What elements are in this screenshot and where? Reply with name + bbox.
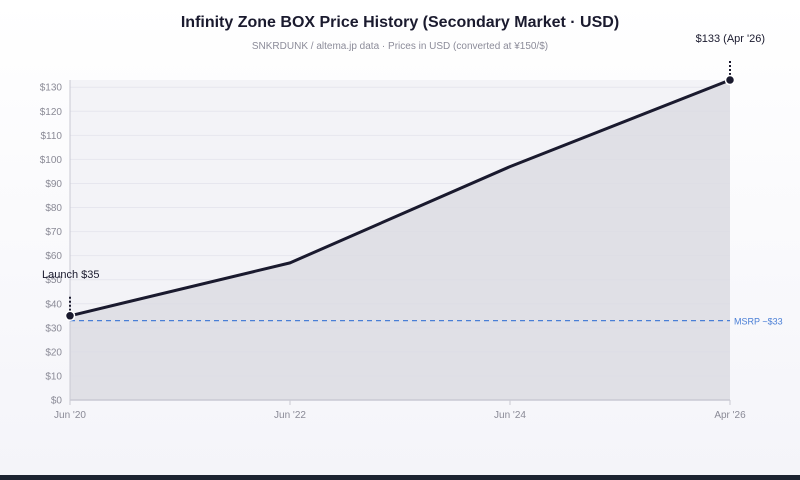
y-tick-label: $30: [45, 323, 62, 334]
y-tick-label: $60: [45, 251, 62, 262]
y-tick-label: $20: [45, 347, 62, 358]
x-tick-label: Jun '20: [54, 410, 86, 421]
data-point: [724, 74, 736, 86]
annotation-label: $133 (Apr '26): [696, 33, 765, 45]
y-tick-label: $10: [45, 371, 62, 382]
y-tick-label: $80: [45, 203, 62, 214]
footer-bar: [0, 475, 800, 480]
x-tick-label: Apr '26: [714, 410, 746, 421]
price-line: [69, 78, 731, 318]
y-tick-label: $50: [45, 275, 62, 286]
y-tick-label: $0: [51, 396, 63, 407]
y-tick-label: $40: [45, 299, 62, 310]
y-tick-label: $70: [45, 227, 62, 238]
chart-title: Infinity Zone BOX Price History (Seconda…: [180, 14, 620, 31]
msrp-label: MSRP ~$33: [734, 317, 783, 327]
y-tick-label: $130: [40, 83, 63, 94]
x-tick-label: Jun '24: [494, 410, 526, 421]
y-tick-label: $100: [40, 155, 63, 166]
x-tick-label: Jun '22: [274, 410, 306, 421]
annotation-label: Launch $35: [42, 269, 100, 281]
y-tick-label: $120: [40, 107, 63, 118]
y-tick-label: $90: [45, 179, 62, 190]
chart-subtitle: SNKRDUNK / altema.jp data · Prices in US…: [251, 41, 549, 52]
data-point: [64, 310, 76, 322]
y-tick-label: $110: [40, 131, 62, 142]
